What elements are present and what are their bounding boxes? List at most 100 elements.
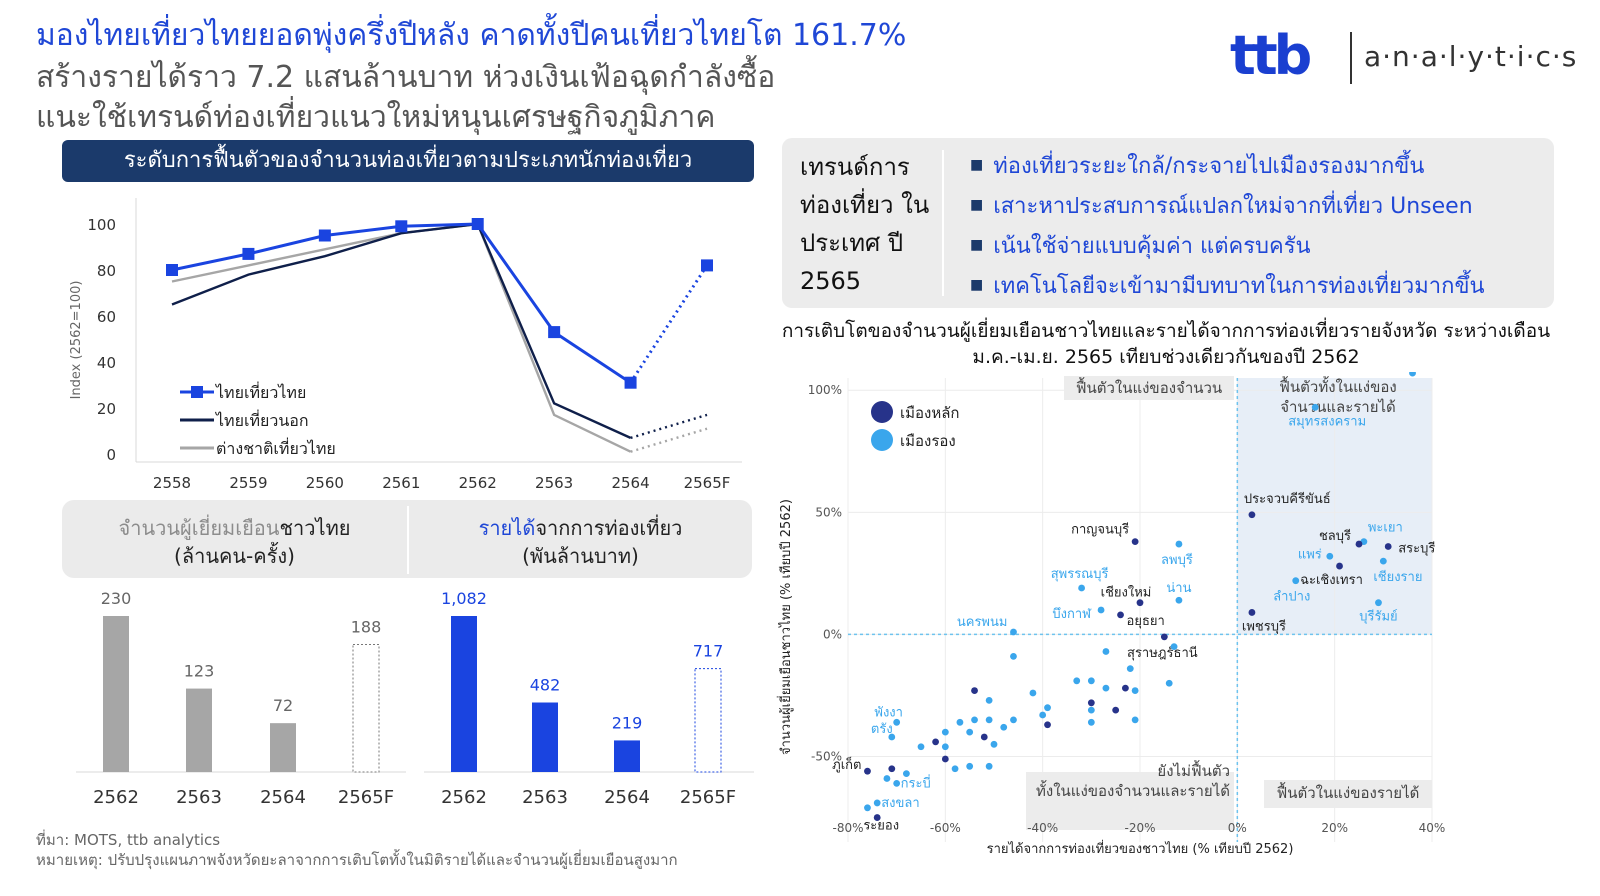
province-label: อยุธยา xyxy=(1127,614,1165,629)
scatter-point xyxy=(1087,699,1095,707)
x-tick-label: -60% xyxy=(930,821,961,835)
province-label: สุราษฎร์ธานี xyxy=(1127,645,1198,661)
scatter-point xyxy=(1102,684,1110,692)
x-tick-label: 20% xyxy=(1321,821,1348,835)
legend-label: ไทยเที่ยวไทย xyxy=(214,381,306,402)
scatter-point xyxy=(1379,557,1387,565)
y-axis-label: จำนวนผู้เยี่ยมเยือนชาวไทย (% เทียบปี 256… xyxy=(777,499,794,755)
province-label: ตรัง xyxy=(871,722,893,737)
bar-charts: 230 2562 123 2563 72 2564 188 2565F 1,082 2562 482… xyxy=(76,589,754,808)
bar-value-label: 1,082 xyxy=(441,589,487,608)
scatter-point xyxy=(1136,599,1144,607)
y-tick-label: 100 xyxy=(87,216,116,234)
province-label: สงขลา xyxy=(881,796,919,811)
line-point xyxy=(548,326,561,339)
province-label: ฉะเชิงเทรา xyxy=(1300,573,1363,588)
x-tick-label: -40% xyxy=(1027,821,1058,835)
line-series-1 xyxy=(171,222,632,439)
scatter-point xyxy=(1170,643,1178,651)
scatter-point xyxy=(932,738,939,746)
scatter-point xyxy=(1029,689,1037,697)
scatter-point xyxy=(888,733,896,741)
scatter-point xyxy=(971,716,978,724)
scatter-point xyxy=(1248,609,1256,616)
y-tick-label: 50% xyxy=(815,505,842,519)
legend-label: ต่างชาติเที่ยวไทย xyxy=(216,437,336,458)
bar xyxy=(270,723,296,772)
scatter-point xyxy=(1010,716,1017,724)
logo-separator xyxy=(1350,32,1352,84)
quadrant-top-left-label: ฟื้นตัวในแง่ของจำนวน xyxy=(1076,377,1222,397)
logo-mark: ttb xyxy=(1230,24,1312,87)
scatter-point xyxy=(864,804,871,812)
visitors-header: จำนวนผู้เยี่ยมเยือนชาวไทย (ล้านคน-ครั้ง) xyxy=(62,514,407,570)
bar-value-label: 230 xyxy=(101,589,132,608)
legend-label: เมืองรอง xyxy=(900,432,956,450)
x-tick-label: 40% xyxy=(1419,821,1446,835)
legend-marker xyxy=(871,429,893,451)
y-tick-label: 100% xyxy=(808,383,842,397)
line-point xyxy=(624,376,637,389)
quadrant-top-left-bg xyxy=(1064,376,1234,400)
trend-divider xyxy=(942,150,944,296)
trend-item: เสาะหาประสบการณ์แปลกใหม่จากที่เที่ยว Uns… xyxy=(970,188,1550,228)
province-label: เชียงราย xyxy=(1373,569,1422,585)
scatter-point xyxy=(1131,538,1139,546)
scatter-point xyxy=(951,765,959,773)
bar-value-label: 717 xyxy=(693,642,724,661)
legend-marker xyxy=(871,401,893,423)
legend-swatch-marker xyxy=(191,386,203,398)
province-label: กาญจนบุรี xyxy=(1071,522,1129,538)
bar xyxy=(103,616,129,772)
scatter-point xyxy=(1175,540,1183,548)
scatter-point xyxy=(893,779,901,787)
x-tick-label: 2564 xyxy=(611,474,649,492)
x-tick-label: 0% xyxy=(1228,821,1247,835)
province-label: ลพบุรี xyxy=(1161,552,1193,568)
trend-item: เน้นใช้จ่ายแบบคุ้มค่า แต่ครบครัน xyxy=(970,228,1550,268)
revenue-header-unit: (พันล้านบาท) xyxy=(522,544,639,568)
revenue-header: รายได้จากการท่องเที่ยว (พันล้านบาท) xyxy=(409,514,752,570)
bar xyxy=(451,616,477,772)
bar-category-label: 2564 xyxy=(260,787,306,808)
bar-category-label: 2562 xyxy=(93,787,139,808)
trend-list: ท่องเที่ยวระยะใกล้/กระจายไปเมืองรองมากขึ… xyxy=(970,148,1550,308)
bar xyxy=(352,643,380,773)
line-point xyxy=(166,264,178,276)
province-label: บึงกาฬ xyxy=(1052,607,1092,622)
province-label: สุพรรณบุรี xyxy=(1051,566,1109,582)
scatter-point xyxy=(966,728,974,736)
line-point xyxy=(318,229,331,242)
scatter-point xyxy=(985,762,993,770)
bar-value-label: 219 xyxy=(612,713,643,732)
line-point xyxy=(471,218,484,230)
province-label: น่าน xyxy=(1166,581,1191,596)
province-label: แพร่ xyxy=(1298,547,1322,562)
scatter-point xyxy=(1326,552,1334,560)
scatter-point xyxy=(980,733,988,741)
x-tick-label: 2558 xyxy=(153,474,191,492)
line-forecast-1 xyxy=(630,413,708,440)
page-subtitle-1: สร้างรายได้ราว 7.2 แสนล้านบาท ห่วงเงินเฟ… xyxy=(36,60,776,95)
y-tick-label: 40 xyxy=(97,354,116,372)
scatter-point xyxy=(873,814,881,821)
scatter-point xyxy=(1384,543,1392,550)
scatter-point xyxy=(1375,599,1382,607)
bar-category-label: 2564 xyxy=(604,787,650,808)
source-note: ที่มา: MOTS, ttb analytics xyxy=(36,831,221,849)
scatter-point xyxy=(888,765,896,773)
province-label: ระยอง xyxy=(863,819,899,834)
scatter-point xyxy=(893,718,901,726)
scatter-point xyxy=(1175,596,1183,604)
quadrant-bottom-left-label: ยังไม่ฟื้นตัว xyxy=(1157,760,1230,780)
page-title: มองไทยเที่ยวไทยยอดพุ่งครึ่งปีหลัง คาดทั้… xyxy=(36,18,907,53)
scatter-point xyxy=(941,755,949,763)
scatter-point xyxy=(1165,679,1173,687)
line-chart: 0 20 40 60 80 100 2558 2559 2560 2561 2562 2563 2564… xyxy=(69,198,742,492)
quadrant-bottom-left-bg xyxy=(1026,772,1234,830)
province-label: ชลบุรี xyxy=(1319,528,1351,544)
scatter-point xyxy=(941,743,949,751)
scatter-point xyxy=(883,775,891,782)
line-forecast-0 xyxy=(629,264,709,384)
province-label: ประจวบคีรีขันธ์ xyxy=(1244,491,1331,507)
